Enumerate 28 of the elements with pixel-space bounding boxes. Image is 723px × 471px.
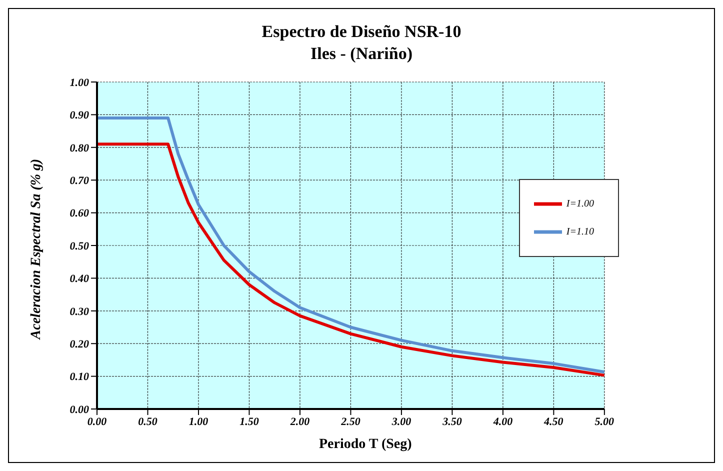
y-tick-label: 0.50 xyxy=(70,240,90,252)
x-tick-label: 4.00 xyxy=(492,416,514,428)
x-axis-title: Periodo T (Seg) xyxy=(319,437,412,453)
x-tick-label: 5.00 xyxy=(594,416,615,428)
y-tick-label: 0.30 xyxy=(70,306,90,318)
y-tick-label: 0.80 xyxy=(70,142,90,154)
x-tick-label: 4.50 xyxy=(543,416,564,428)
legend-label: I=1.10 xyxy=(566,226,594,238)
y-tick-label: 0.00 xyxy=(70,404,90,416)
x-tick-label: 2.50 xyxy=(340,416,361,428)
chart-title: Espectro de Diseño NSR-10 xyxy=(260,21,462,43)
x-tick-label: 1.00 xyxy=(188,416,209,428)
x-tick-label: 1.50 xyxy=(240,416,260,428)
y-tick-label: 0.10 xyxy=(70,371,90,384)
y-tick-label: 0.70 xyxy=(70,175,90,188)
y-tick-label: 0.90 xyxy=(70,110,90,122)
y-tick-label: 0.20 xyxy=(70,338,90,351)
y-tick-label: 0.60 xyxy=(70,208,90,220)
y-axis-title: Aceleracion Espectral Sa (% g) xyxy=(29,158,45,340)
y-tick-label: 1.00 xyxy=(70,76,90,89)
y-tick-label: 0.40 xyxy=(70,273,90,286)
x-tick-label: 0.00 xyxy=(87,416,108,428)
x-tick-label: 0.50 xyxy=(138,416,158,428)
legend-label: I=1.00 xyxy=(566,198,594,210)
x-tick-label: 3.50 xyxy=(442,416,462,428)
chart-subtitle: Iles - (Nariño) xyxy=(310,43,414,65)
x-tick-label: 3.00 xyxy=(390,416,412,428)
x-tick-label: 2.00 xyxy=(289,416,310,428)
